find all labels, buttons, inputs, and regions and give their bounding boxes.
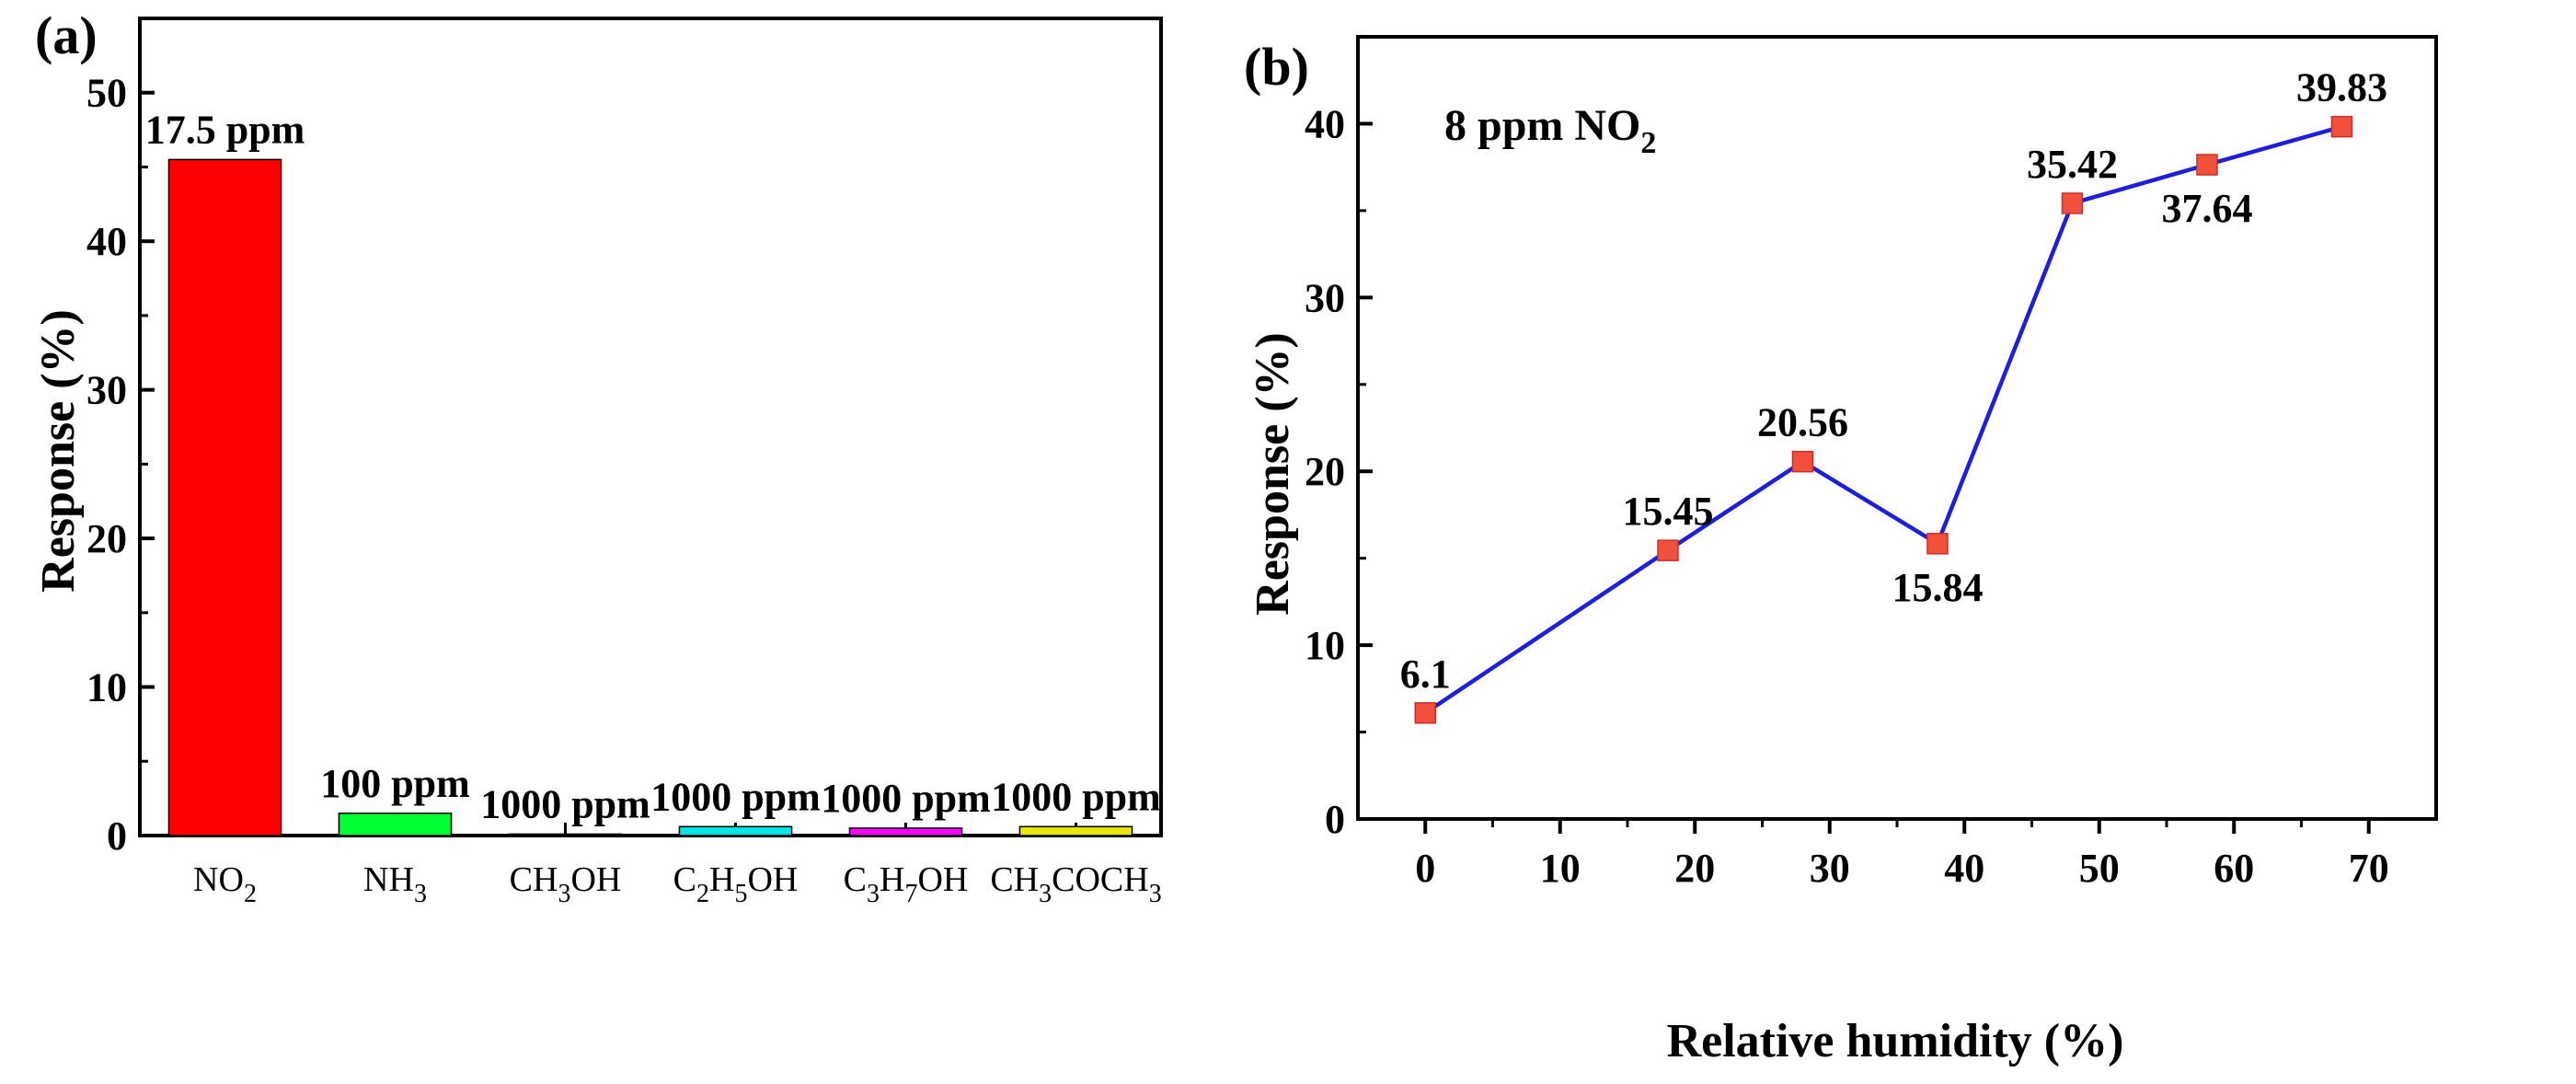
data-point bbox=[2061, 192, 2084, 214]
panel-b-axes: 0 10 20 30 40 0 10 20 30 40 50 60 70 bbox=[1305, 35, 2438, 891]
bar-NH3 bbox=[338, 813, 453, 836]
bar-label-C2H5OH: 1000 ppm bbox=[650, 774, 821, 819]
panel-b-x-tick-label: 0 bbox=[1415, 846, 1435, 891]
data-label: 20.56 bbox=[1757, 400, 1848, 445]
panel-a-y-tick-label: 40 bbox=[86, 219, 127, 264]
panel-a-axes: 0 10 20 30 40 50 NO2 NH3 CH3OH C2H5OH C3H7OH CH3COC… bbox=[86, 17, 1163, 908]
bar-C2H5OH bbox=[678, 825, 793, 836]
panel-a-y-tick-label: 30 bbox=[86, 368, 127, 413]
x-tick-label-NH3: NH3 bbox=[363, 860, 427, 908]
bar-NO2 bbox=[167, 158, 282, 836]
panel-b-annotation: 8 ppm NO2 bbox=[1444, 101, 1656, 160]
x-tick-label-CH3OH: CH3OH bbox=[510, 860, 622, 908]
data-label: 6.1 bbox=[1400, 652, 1451, 697]
data-label: 15.45 bbox=[1622, 489, 1713, 534]
panel-b-y-tick-label: 0 bbox=[1325, 797, 1345, 842]
panel-b-plot-frame bbox=[1356, 35, 2438, 821]
data-label: 39.83 bbox=[2296, 65, 2387, 110]
data-label: 15.84 bbox=[1892, 565, 1983, 610]
panel-a-y-axis-title: Response (%) bbox=[32, 309, 85, 593]
panel-b-x-tick-label: 30 bbox=[1810, 846, 1850, 891]
data-point bbox=[2196, 154, 2218, 176]
panel-b-x-axis-title: Relative humidity (%) bbox=[1667, 1015, 2124, 1067]
panel-b-y-tick-label: 30 bbox=[1305, 275, 1345, 320]
x-tick-label-CH3COCH3: CH3COCH3 bbox=[990, 860, 1161, 908]
bar-CH3OH bbox=[508, 833, 623, 836]
panel-b-x-tick-label: 60 bbox=[2214, 846, 2254, 891]
panel-b-x-tick-label: 40 bbox=[1944, 846, 1984, 891]
panel-a-y-tick-label: 10 bbox=[86, 665, 127, 710]
data-label: 35.42 bbox=[2027, 142, 2118, 187]
bar-label-CH3OH: 1000 ppm bbox=[480, 781, 650, 826]
panel-a-y-tick-label: 20 bbox=[86, 516, 127, 561]
panel-b-x-tick-label: 20 bbox=[1674, 846, 1715, 891]
panel-b-x-tick-label: 10 bbox=[1540, 846, 1581, 891]
panel-b-y-tick-label: 40 bbox=[1305, 101, 1345, 146]
panel-b-y-axis-title: Response (%) bbox=[1247, 332, 1299, 616]
panel-b-tag: (b) bbox=[1244, 37, 1309, 97]
data-point bbox=[2330, 115, 2353, 138]
panel-b-y-tick-label: 10 bbox=[1305, 623, 1345, 668]
bar-label-CH3COCH3: 1000 ppm bbox=[991, 774, 1161, 819]
panel-a-tag: (a) bbox=[35, 6, 98, 65]
x-tick-label-C3H7OH: C3H7OH bbox=[844, 860, 969, 908]
x-tick-label-NO2: NO2 bbox=[193, 860, 257, 908]
bar-label-NH3: 100 ppm bbox=[320, 761, 470, 806]
data-point bbox=[1926, 533, 1949, 555]
bar-label-NO2: 17.5 ppm bbox=[145, 107, 305, 152]
panel-b-x-tick-label: 70 bbox=[2349, 846, 2389, 891]
panel-b-y-tick-label: 20 bbox=[1305, 449, 1345, 494]
panel-a-y-tick-label: 0 bbox=[107, 813, 127, 859]
data-label: 37.64 bbox=[2161, 186, 2252, 231]
x-tick-label-C2H5OH: C2H5OH bbox=[673, 860, 799, 908]
chart-panel-b: (b) Response (%) Relative humidity (%) 8… bbox=[1244, 35, 2438, 1067]
panel-a-y-tick-label: 50 bbox=[86, 71, 127, 116]
chart-panel-a: (a) Response (%) 0 10 20 30 40 50 NO2 NH3 CH3OH C… bbox=[32, 6, 1163, 908]
data-point bbox=[1657, 539, 1679, 561]
panel-a-plot-frame bbox=[138, 17, 1163, 837]
panel-b-line-series: 6.1 15.45 20.56 15.84 35.42 37.64 39.83 bbox=[1400, 65, 2387, 724]
data-point bbox=[1414, 702, 1436, 724]
bar-C3H7OH bbox=[848, 827, 963, 836]
panel-b-x-tick-label: 50 bbox=[2079, 846, 2120, 891]
bar-label-C3H7OH: 1000 ppm bbox=[821, 776, 991, 821]
data-point bbox=[1791, 450, 1814, 473]
bar-CH3COCH3 bbox=[1018, 825, 1133, 836]
